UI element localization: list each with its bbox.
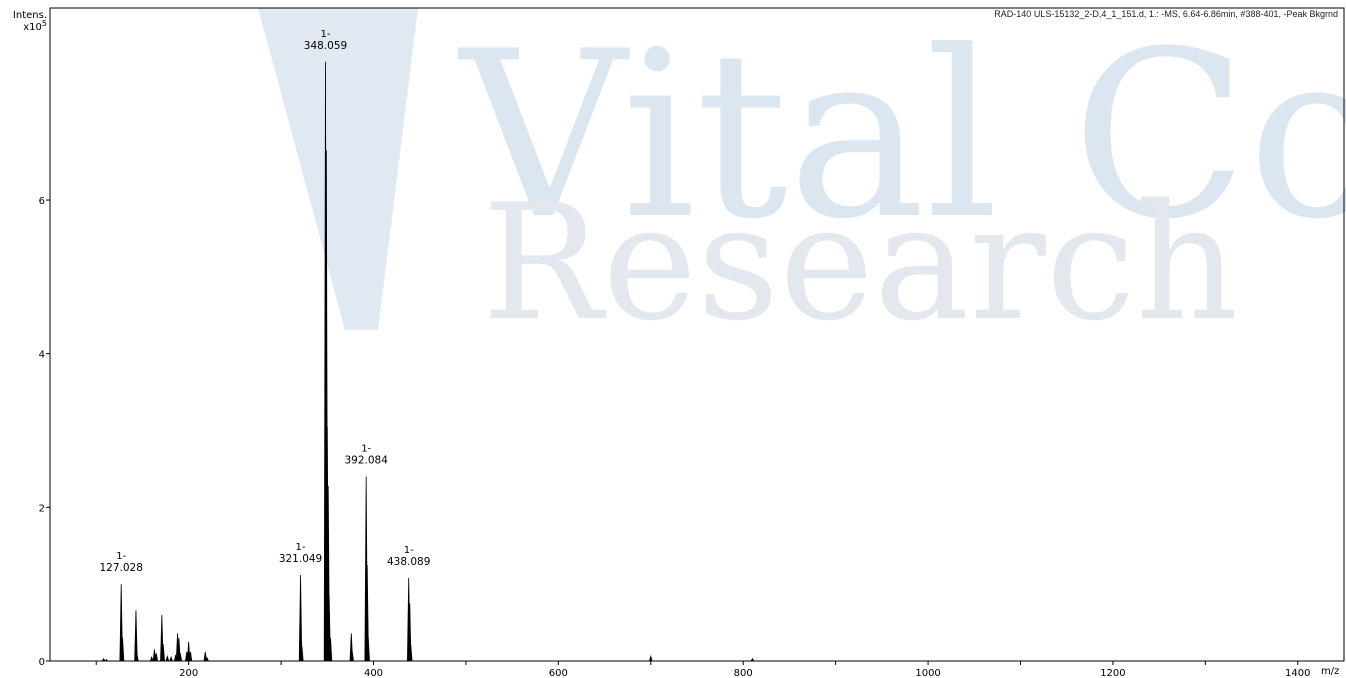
plot-frame: [49, 7, 1345, 662]
x-tick-label: 600: [549, 668, 568, 678]
spectrum-peak: [165, 654, 170, 662]
spectrum-peak: [300, 645, 304, 662]
spectrum-peak: [350, 651, 355, 662]
peak-charge-label: 1-: [404, 545, 414, 556]
y-axis-title: Intens. x105: [7, 10, 47, 34]
peak-mz-label: 438.089: [387, 556, 430, 568]
peak-mz-label: 127.028: [99, 562, 142, 574]
spectrum-peak: [161, 644, 165, 662]
x-tick-label: 400: [364, 668, 383, 678]
peak-charge-label: 1-: [116, 551, 126, 562]
y-axis-scale: x105: [23, 19, 47, 33]
peak-mz-label: 348.059: [304, 40, 347, 52]
spectrum-peak: [409, 644, 413, 662]
y-axis-exponent: 5: [41, 19, 47, 28]
spectrum-peak: [186, 641, 191, 662]
spectrum-peak: [328, 637, 333, 662]
x-tick-label: 1400: [1285, 668, 1310, 678]
spectrum-peak: [154, 653, 159, 662]
x-tick-label: 800: [734, 668, 753, 678]
spectrum-peak: [188, 651, 193, 662]
y-tick-label: 4: [39, 350, 45, 361]
peak-mz-label: 321.049: [279, 553, 322, 565]
spectrum-peak: [135, 653, 139, 662]
spectrum-peak: [101, 657, 106, 662]
x-tick-label: 1200: [1100, 668, 1125, 678]
spectrum-peak: [648, 654, 653, 662]
y-tick-label: 6: [39, 196, 45, 207]
spectrum-peak: [366, 637, 370, 662]
spectrum-peak: [178, 653, 183, 662]
peak-charge-label: 1-: [320, 29, 330, 40]
peak-mz-label: 392.084: [344, 455, 388, 467]
y-tick-label: 2: [39, 503, 45, 514]
spectrum-peak: [149, 655, 154, 662]
x-tick-label: 200: [179, 668, 198, 678]
spectrum-peak: [205, 656, 210, 662]
y-tick-label: 0: [39, 657, 45, 668]
spectrum-peak: [750, 657, 755, 662]
spectrum-peak: [169, 655, 173, 662]
spectrum-peak: [203, 651, 208, 662]
x-axis-label: m/z: [1321, 666, 1340, 677]
peak-charge-label: 1-: [361, 444, 371, 455]
spectrum-peak: [104, 658, 109, 662]
spectrum-peak: [120, 637, 125, 662]
spectrum-info: RAD-140 ULS-15132_2-D,4_1_151.d, 1.: -MS…: [994, 9, 1338, 19]
peak-charge-label: 1-: [296, 542, 306, 553]
x-tick-label: 1000: [915, 668, 940, 678]
y-axis-label: Intens.: [12, 10, 47, 21]
